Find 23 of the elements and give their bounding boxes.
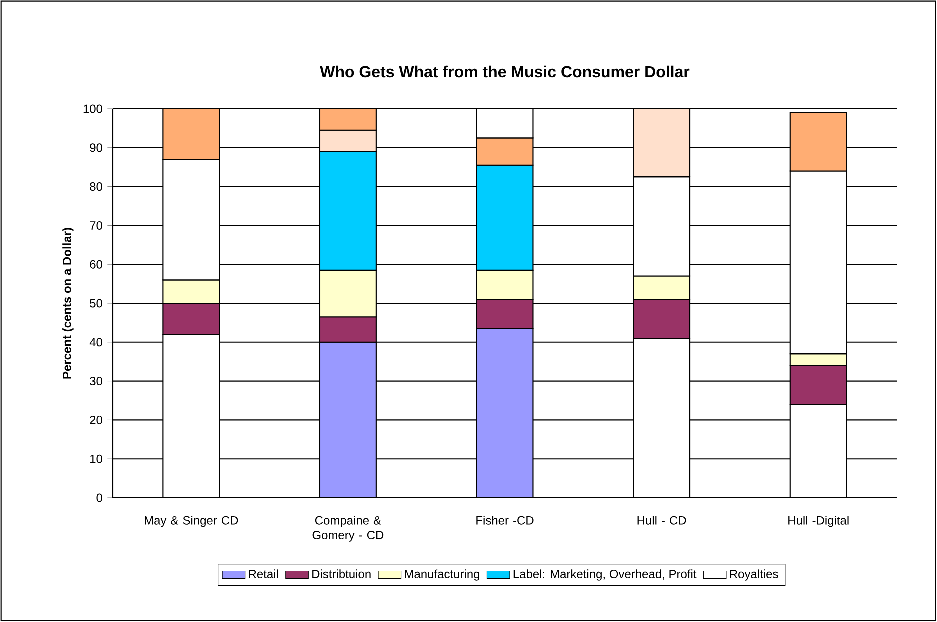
- y-tick-label: 90: [90, 144, 102, 152]
- y-tick-label: 40: [90, 338, 102, 347]
- legend-label: Label: Marketing, Overhead, Profit: [514, 570, 697, 581]
- y-axis-title: Percent (cents on a Dollar): [62, 228, 74, 379]
- legend-label: Royalties: [730, 570, 778, 581]
- y-tick-label: 10: [90, 454, 102, 464]
- legend-label: Distribtuion: [312, 570, 371, 578]
- legend-label: Manufacturing: [405, 570, 480, 581]
- legend-label: Retail: [249, 570, 278, 578]
- y-tick-label: 30: [90, 377, 102, 386]
- y-tick-label: 50: [90, 299, 102, 308]
- y-tick-label: 70: [90, 221, 102, 230]
- x-tick-label: Compaine & Gomery - CD: [312, 516, 384, 542]
- chart-title: Who Gets What from the Music Consumer Dollar: [320, 66, 690, 78]
- x-tick-label: Hull -Digital: [788, 516, 849, 528]
- x-tick-label: Fisher -CD: [476, 516, 534, 525]
- x-tick-label: May & Singer CD: [145, 516, 238, 528]
- y-tick-label: 0: [96, 494, 102, 502]
- y-tick-label: 100: [84, 104, 102, 114]
- x-tick-label: Hull - CD: [638, 516, 686, 525]
- y-tick-label: 60: [90, 260, 102, 269]
- y-tick-label: 20: [90, 416, 102, 424]
- y-tick-label: 80: [90, 182, 102, 192]
